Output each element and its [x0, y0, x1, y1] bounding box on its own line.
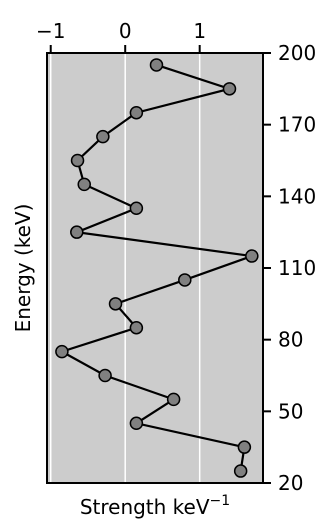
- x-tick-label-0: −1: [36, 19, 65, 43]
- y-axis-label: Energy (keV): [11, 204, 35, 333]
- y-tick-label-5: 170: [278, 113, 316, 137]
- data-point-6: [129, 320, 144, 335]
- data-point-17: [149, 58, 164, 72]
- y-tick-label-2: 80: [278, 328, 303, 352]
- plot-background: [47, 53, 263, 483]
- series-line: [59, 63, 253, 472]
- data-point-2: [129, 416, 144, 431]
- data-point-16: [222, 82, 237, 96]
- data-point-0: [233, 464, 248, 478]
- data-point-5: [55, 344, 69, 359]
- data-point-11: [129, 201, 144, 216]
- x-axis-label-text: Strength keV: [80, 495, 210, 519]
- data-point-7: [108, 297, 123, 311]
- y-tick-label-4: 140: [278, 184, 316, 208]
- data-point-4: [98, 368, 112, 383]
- grid-lines: [49, 53, 201, 483]
- x-axis-label: Strength keV−1: [80, 493, 230, 519]
- series-markers: [55, 58, 259, 478]
- data-point-13: [70, 153, 85, 168]
- data-point-15: [129, 105, 144, 120]
- x-axis-ticks: −1 0 1: [36, 19, 206, 53]
- data-point-3: [166, 392, 181, 407]
- data-point-14: [96, 129, 110, 144]
- data-point-1: [237, 440, 252, 454]
- y-tick-label-0: 20: [278, 471, 303, 495]
- y-tick-label-1: 50: [278, 399, 303, 423]
- data-point-12: [77, 177, 91, 192]
- x-tick-label-1: 0: [119, 19, 132, 43]
- data-point-10: [70, 225, 84, 239]
- data-point-8: [178, 273, 192, 287]
- y-tick-label-3: 110: [278, 256, 316, 280]
- x-tick-label-2: 1: [193, 19, 206, 43]
- y-tick-label-6: 200: [278, 41, 316, 65]
- data-point-9: [245, 249, 259, 263]
- y-axis-ticks: 20 50 80 110 140 170 200: [263, 41, 316, 495]
- x-axis-label-superscript: −1: [210, 493, 231, 509]
